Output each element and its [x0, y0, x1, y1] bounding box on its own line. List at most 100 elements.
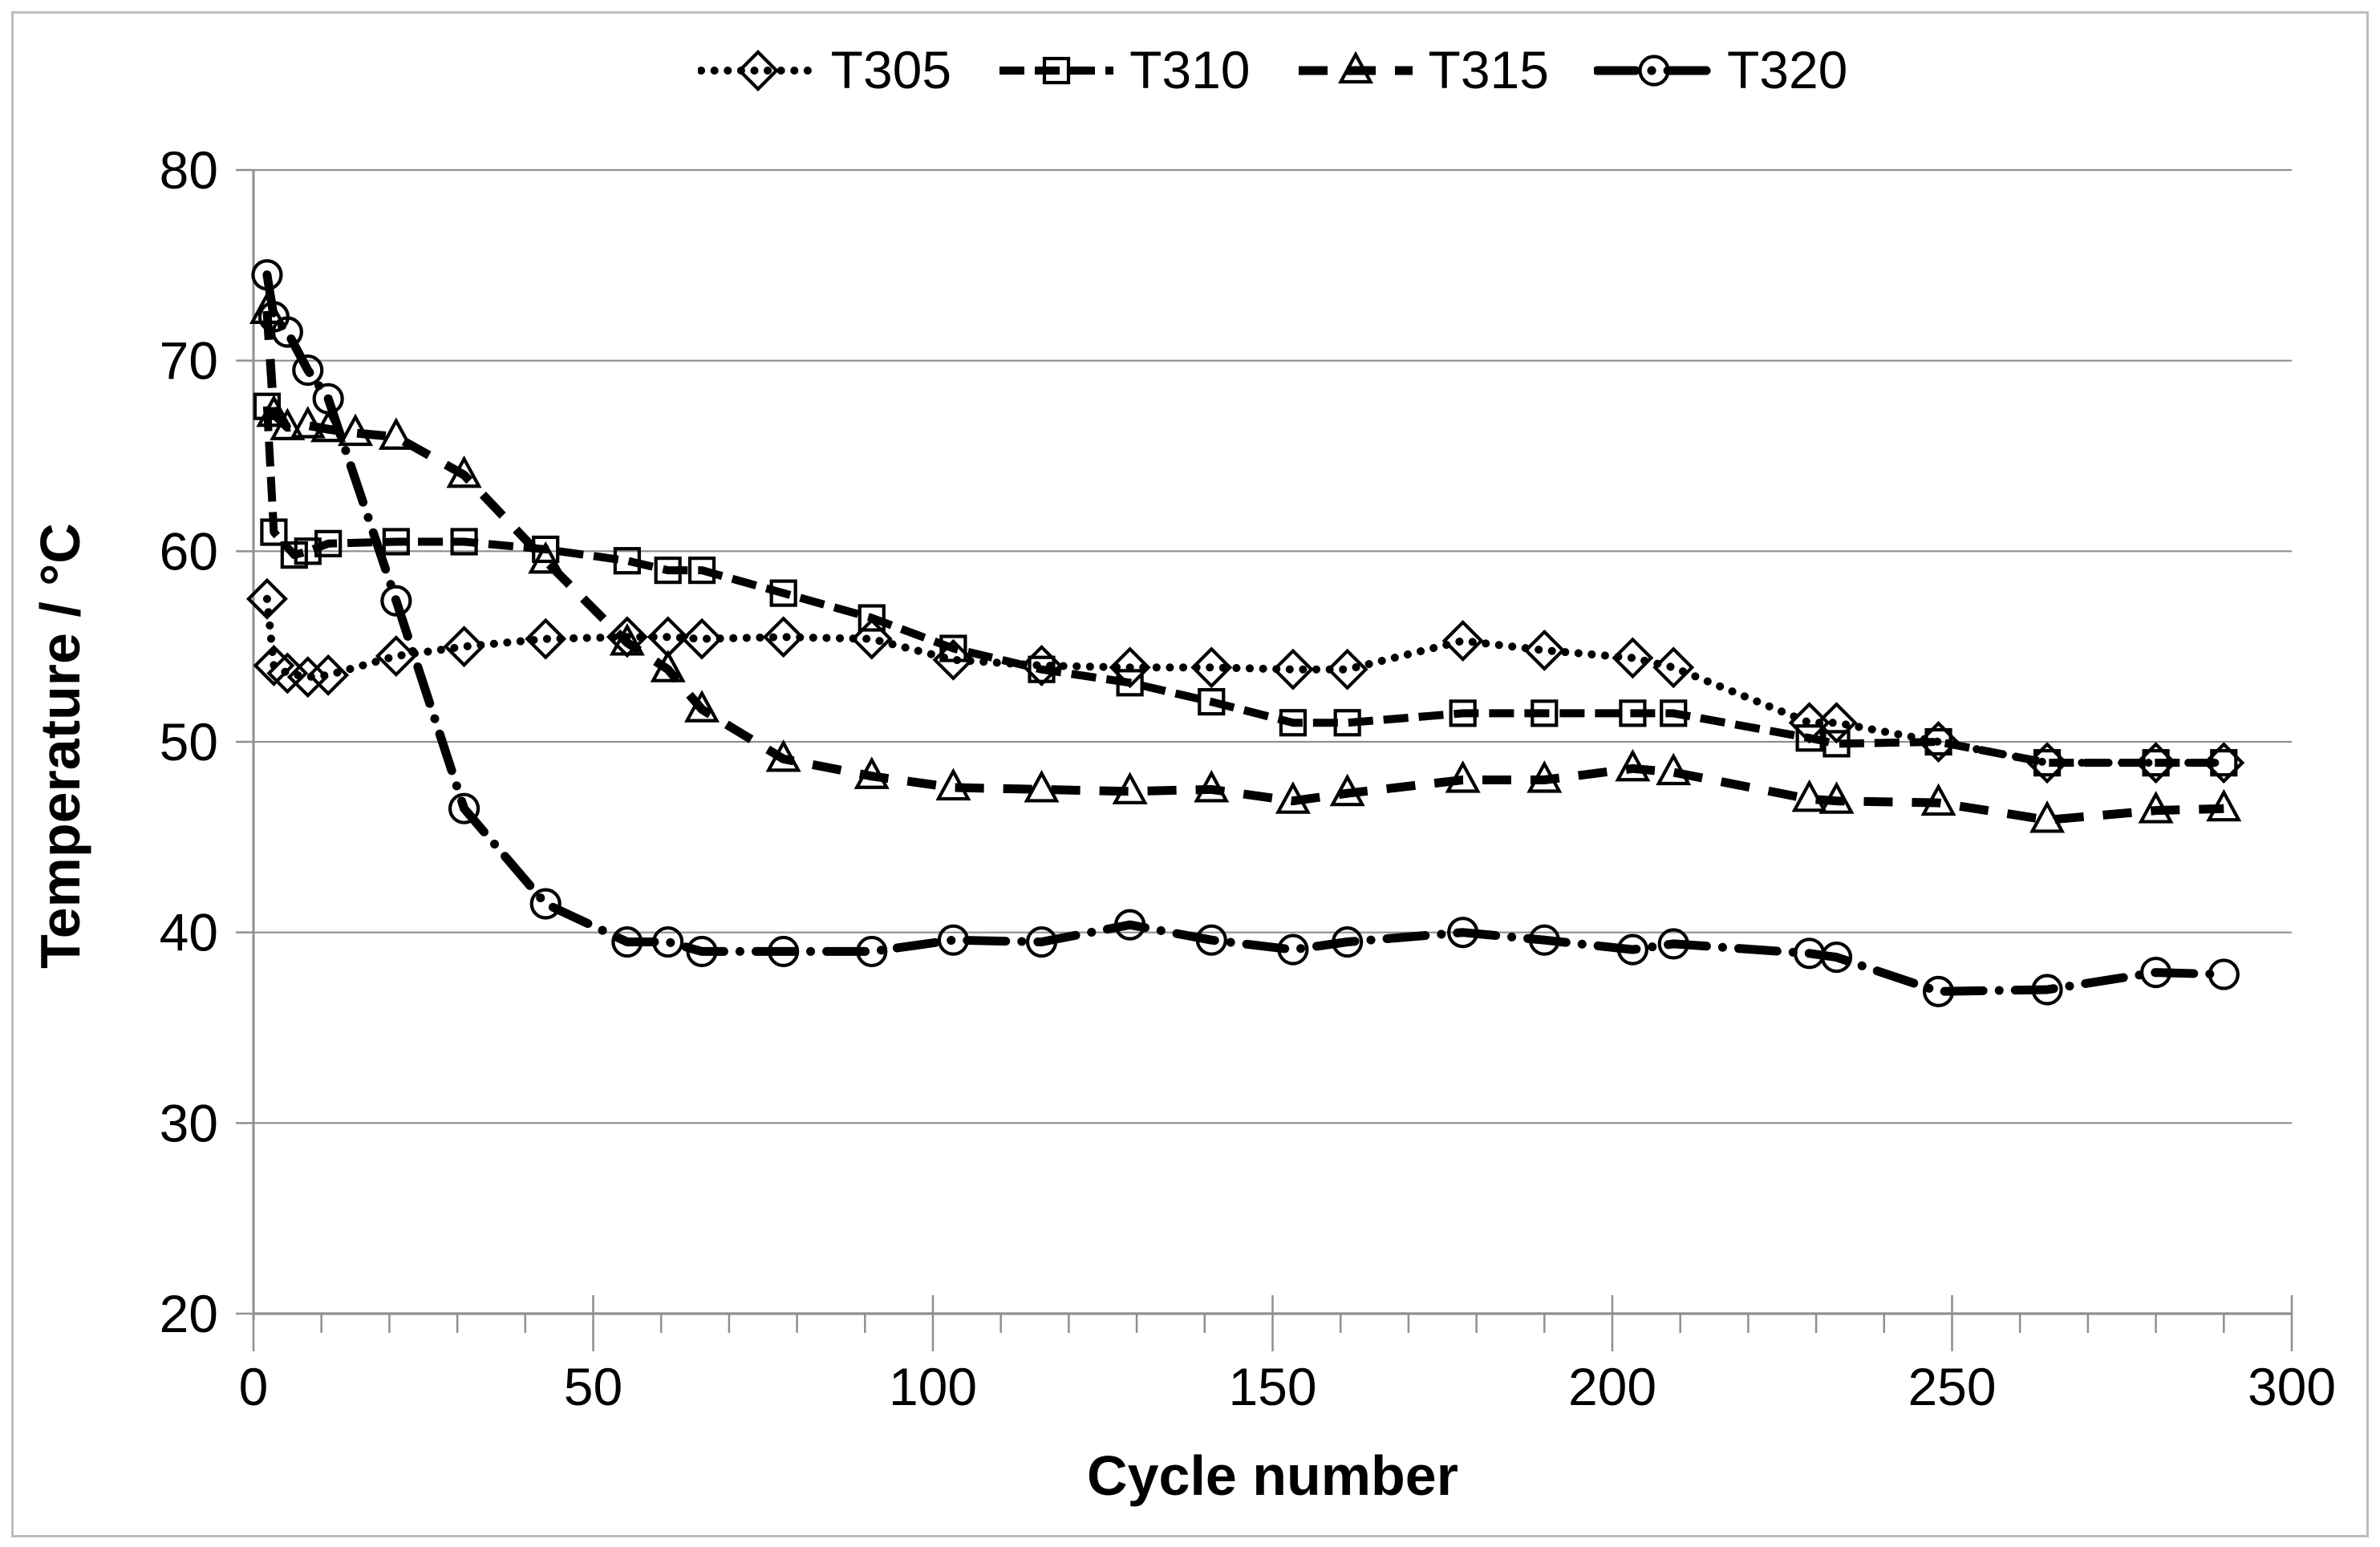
- marker-circle: [937, 924, 970, 956]
- legend-sample-dash-dot-circle-icon: [1593, 55, 1714, 87]
- series-T315: [249, 291, 2242, 833]
- y-tick-label: 20: [160, 1284, 218, 1343]
- marker-square: [314, 529, 343, 557]
- y-tick-label: 60: [160, 521, 218, 581]
- marker-triangle: [1615, 748, 1651, 782]
- marker-circle: [1025, 925, 1058, 958]
- series-line-T310: [262, 406, 2224, 767]
- marker-diamond: [1441, 620, 1484, 662]
- y-tick-label: 30: [160, 1093, 218, 1152]
- marker-circle: [768, 935, 800, 968]
- x-tick-label: 100: [889, 1357, 977, 1416]
- marker-circle: [1277, 933, 1309, 966]
- marker-square: [382, 528, 410, 556]
- marker-square: [450, 528, 478, 556]
- marker-diamond: [1523, 629, 1566, 671]
- marker-triangle: [1112, 771, 1148, 804]
- marker-square: [939, 634, 967, 662]
- marker-triangle: [853, 756, 890, 789]
- marker-triangle: [2206, 788, 2242, 822]
- marker-square: [1660, 699, 1688, 727]
- marker-circle: [2140, 956, 2172, 989]
- marker-triangle: [1329, 773, 1365, 807]
- legend-sample-dotted-diamond-icon: [697, 50, 818, 91]
- series-T305: [245, 577, 2245, 784]
- y-axis-title: Temperature / °C: [29, 523, 91, 969]
- marker-diamond: [1815, 702, 1858, 744]
- marker-diamond: [525, 618, 567, 660]
- y-tick-label: 80: [160, 140, 218, 200]
- x-tick-label: 300: [2248, 1357, 2336, 1416]
- marker-triangle: [378, 417, 414, 450]
- marker-triangle: [2029, 800, 2066, 833]
- marker-circle: [271, 316, 303, 348]
- marker-circle: [1657, 928, 1689, 960]
- figure-border: [11, 11, 2369, 1537]
- marker-circle: [856, 935, 888, 968]
- marker-diamond: [1326, 648, 1368, 690]
- legend-item-T320: T320: [1593, 34, 1848, 106]
- series-T310: [253, 392, 2238, 777]
- marker-square: [1823, 730, 1851, 758]
- marker-circle: [1638, 55, 1670, 87]
- marker-square: [613, 547, 641, 575]
- marker-circle: [1447, 917, 1479, 949]
- marker-triangle: [683, 690, 720, 723]
- marker-square: [1116, 669, 1144, 697]
- legend: T305 T310 T315 T320: [253, 34, 2292, 106]
- marker-square: [1531, 699, 1559, 727]
- marker-square: [1449, 699, 1477, 727]
- marker-square: [2033, 749, 2062, 777]
- marker-triangle: [2138, 791, 2174, 824]
- legend-item-T315: T315: [1295, 34, 1549, 106]
- marker-circle: [1114, 909, 1146, 941]
- x-tick-label: 200: [1568, 1357, 1656, 1416]
- legend-sample-long-dash-triangle-icon: [1298, 51, 1413, 84]
- marker-square: [1028, 655, 1056, 683]
- marker-diamond: [443, 626, 485, 668]
- marker-circle: [312, 383, 344, 415]
- marker-diamond: [681, 618, 723, 660]
- marker-triangle: [765, 739, 801, 772]
- series-line-T320: [262, 270, 2228, 996]
- marker-triangle: [1527, 760, 1563, 793]
- legend-label: T305: [830, 40, 952, 99]
- x-tick-label: 0: [239, 1357, 269, 1416]
- marker-diamond: [1190, 646, 1233, 689]
- marker-circle: [1332, 925, 1364, 958]
- marker-triangle: [1275, 781, 1311, 814]
- marker-triangle: [1445, 760, 1481, 793]
- marker-diamond: [307, 654, 350, 696]
- marker-circle: [686, 935, 718, 968]
- y-tick-label: 50: [160, 712, 218, 771]
- marker-square: [1619, 699, 1647, 727]
- marker-square: [2142, 749, 2170, 777]
- marker-triangle: [446, 455, 482, 488]
- marker-circle: [1195, 924, 1227, 956]
- marker-circle: [292, 354, 324, 387]
- legend-item-T310: T310: [996, 34, 1251, 106]
- marker-triangle: [1791, 779, 1827, 812]
- marker-square: [769, 579, 797, 607]
- marker-circle: [652, 925, 684, 958]
- marker-square: [1279, 709, 1308, 737]
- marker-diamond: [736, 50, 779, 91]
- marker-diamond: [286, 656, 329, 699]
- marker-triangle: [270, 407, 306, 440]
- legend-label: T315: [1428, 40, 1549, 99]
- marker-circle: [1616, 933, 1649, 966]
- legend-label: T320: [1726, 40, 1848, 99]
- marker-triangle: [1656, 752, 1692, 786]
- marker-circle: [611, 925, 643, 958]
- marker-diamond: [375, 635, 417, 678]
- marker-diamond: [253, 644, 295, 686]
- x-tick-label: 50: [564, 1357, 622, 1416]
- marker-triangle: [650, 650, 686, 682]
- marker-square: [1924, 727, 1952, 756]
- marker-diamond: [245, 577, 288, 620]
- marker-triangle: [1920, 783, 1956, 816]
- marker-square: [687, 556, 716, 585]
- marker-circle: [448, 792, 480, 824]
- marker-triangle: [609, 623, 645, 656]
